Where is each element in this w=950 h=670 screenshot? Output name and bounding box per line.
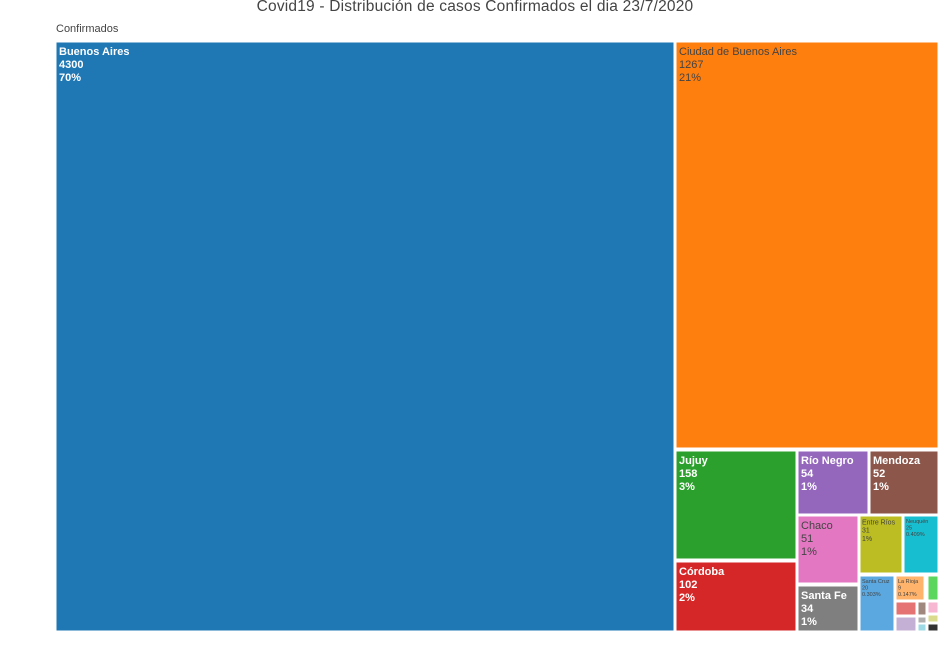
tile-value-santa-cruz: 20: [862, 586, 868, 592]
tile-label-santa-fe: Santa Fe: [801, 590, 847, 602]
tile-value-mendoza: 52: [873, 468, 885, 480]
tile-percent-neuquen: 0.409%: [906, 532, 925, 538]
tile-percent-ciudad-de-buenos-aires: 21%: [679, 72, 701, 84]
tile-label-rio-negro: Río Negro: [801, 455, 854, 467]
tile-value-buenos-aires: 4300: [59, 59, 83, 71]
tile-unlabeled-17[interactable]: [917, 616, 927, 624]
tile-label-santa-cruz: Santa Cruz: [862, 579, 890, 585]
tile-unlabeled-12[interactable]: [895, 601, 917, 616]
tile-value-cordoba: 102: [679, 579, 697, 591]
tile-unlabeled-14[interactable]: [927, 575, 939, 601]
tile-percent-santa-cruz: 0.303%: [862, 592, 881, 598]
tile-cordoba[interactable]: [675, 561, 797, 632]
tile-santa-fe[interactable]: [797, 585, 859, 632]
tile-value-rio-negro: 54: [801, 468, 814, 480]
tile-percent-jujuy: 3%: [679, 481, 695, 493]
tile-value-chaco: 51: [801, 533, 813, 545]
tile-unlabeled-18[interactable]: [917, 623, 927, 632]
tile-percent-la-rioja: 0.147%: [898, 592, 917, 598]
tile-label-neuquen: Neuquén: [906, 519, 928, 525]
tile-value-santa-fe: 34: [801, 603, 814, 615]
tile-percent-cordoba: 2%: [679, 592, 695, 604]
tile-value-la-rioja: 9: [898, 586, 901, 592]
tile-percent-mendoza: 1%: [873, 481, 889, 493]
tile-mendoza[interactable]: [869, 450, 939, 515]
tile-percent-santa-fe: 1%: [801, 616, 817, 628]
tile-santa-cruz[interactable]: [859, 575, 895, 632]
tile-label-chaco: Chaco: [801, 520, 833, 532]
tile-rio-negro[interactable]: [797, 450, 869, 515]
tile-label-ciudad-de-buenos-aires: Ciudad de Buenos Aires: [679, 46, 798, 58]
tile-neuquen[interactable]: [903, 515, 939, 574]
chart-title: Covid19 - Distribución de casos Confirma…: [256, 0, 694, 15]
tile-la-rioja[interactable]: [895, 575, 925, 601]
tile-label-mendoza: Mendoza: [873, 455, 921, 467]
tile-entre-rios[interactable]: [859, 515, 903, 574]
tile-label-jujuy: Jujuy: [679, 455, 709, 467]
treemap-root-label[interactable]: Confirmados: [56, 23, 119, 35]
tile-value-entre-rios: 31: [862, 528, 870, 535]
tile-jujuy[interactable]: [675, 450, 797, 560]
tile-label-cordoba: Córdoba: [679, 566, 725, 578]
tile-value-ciudad-de-buenos-aires: 1267: [679, 59, 703, 71]
tile-buenos-aires[interactable]: [55, 41, 675, 632]
tile-unlabeled-16[interactable]: [927, 601, 939, 614]
tile-value-jujuy: 158: [679, 468, 697, 480]
tile-chaco[interactable]: [797, 515, 859, 584]
tile-label-entre-rios: Entre Ríos: [862, 519, 896, 526]
tile-unlabeled-15[interactable]: [895, 616, 917, 632]
tile-ciudad-de-buenos-aires[interactable]: [675, 41, 939, 449]
tile-unlabeled-19[interactable]: [927, 614, 939, 623]
tile-unlabeled-20[interactable]: [927, 623, 939, 632]
tile-value-neuquen: 25: [906, 526, 912, 532]
tile-label-buenos-aires: Buenos Aires: [59, 46, 130, 58]
tile-percent-entre-rios: 1%: [862, 536, 872, 543]
tile-unlabeled-13[interactable]: [917, 601, 927, 616]
tile-percent-buenos-aires: 70%: [59, 72, 81, 84]
tile-percent-chaco: 1%: [801, 546, 817, 558]
tile-label-la-rioja: La Rioja: [898, 579, 919, 585]
tile-percent-rio-negro: 1%: [801, 481, 817, 493]
